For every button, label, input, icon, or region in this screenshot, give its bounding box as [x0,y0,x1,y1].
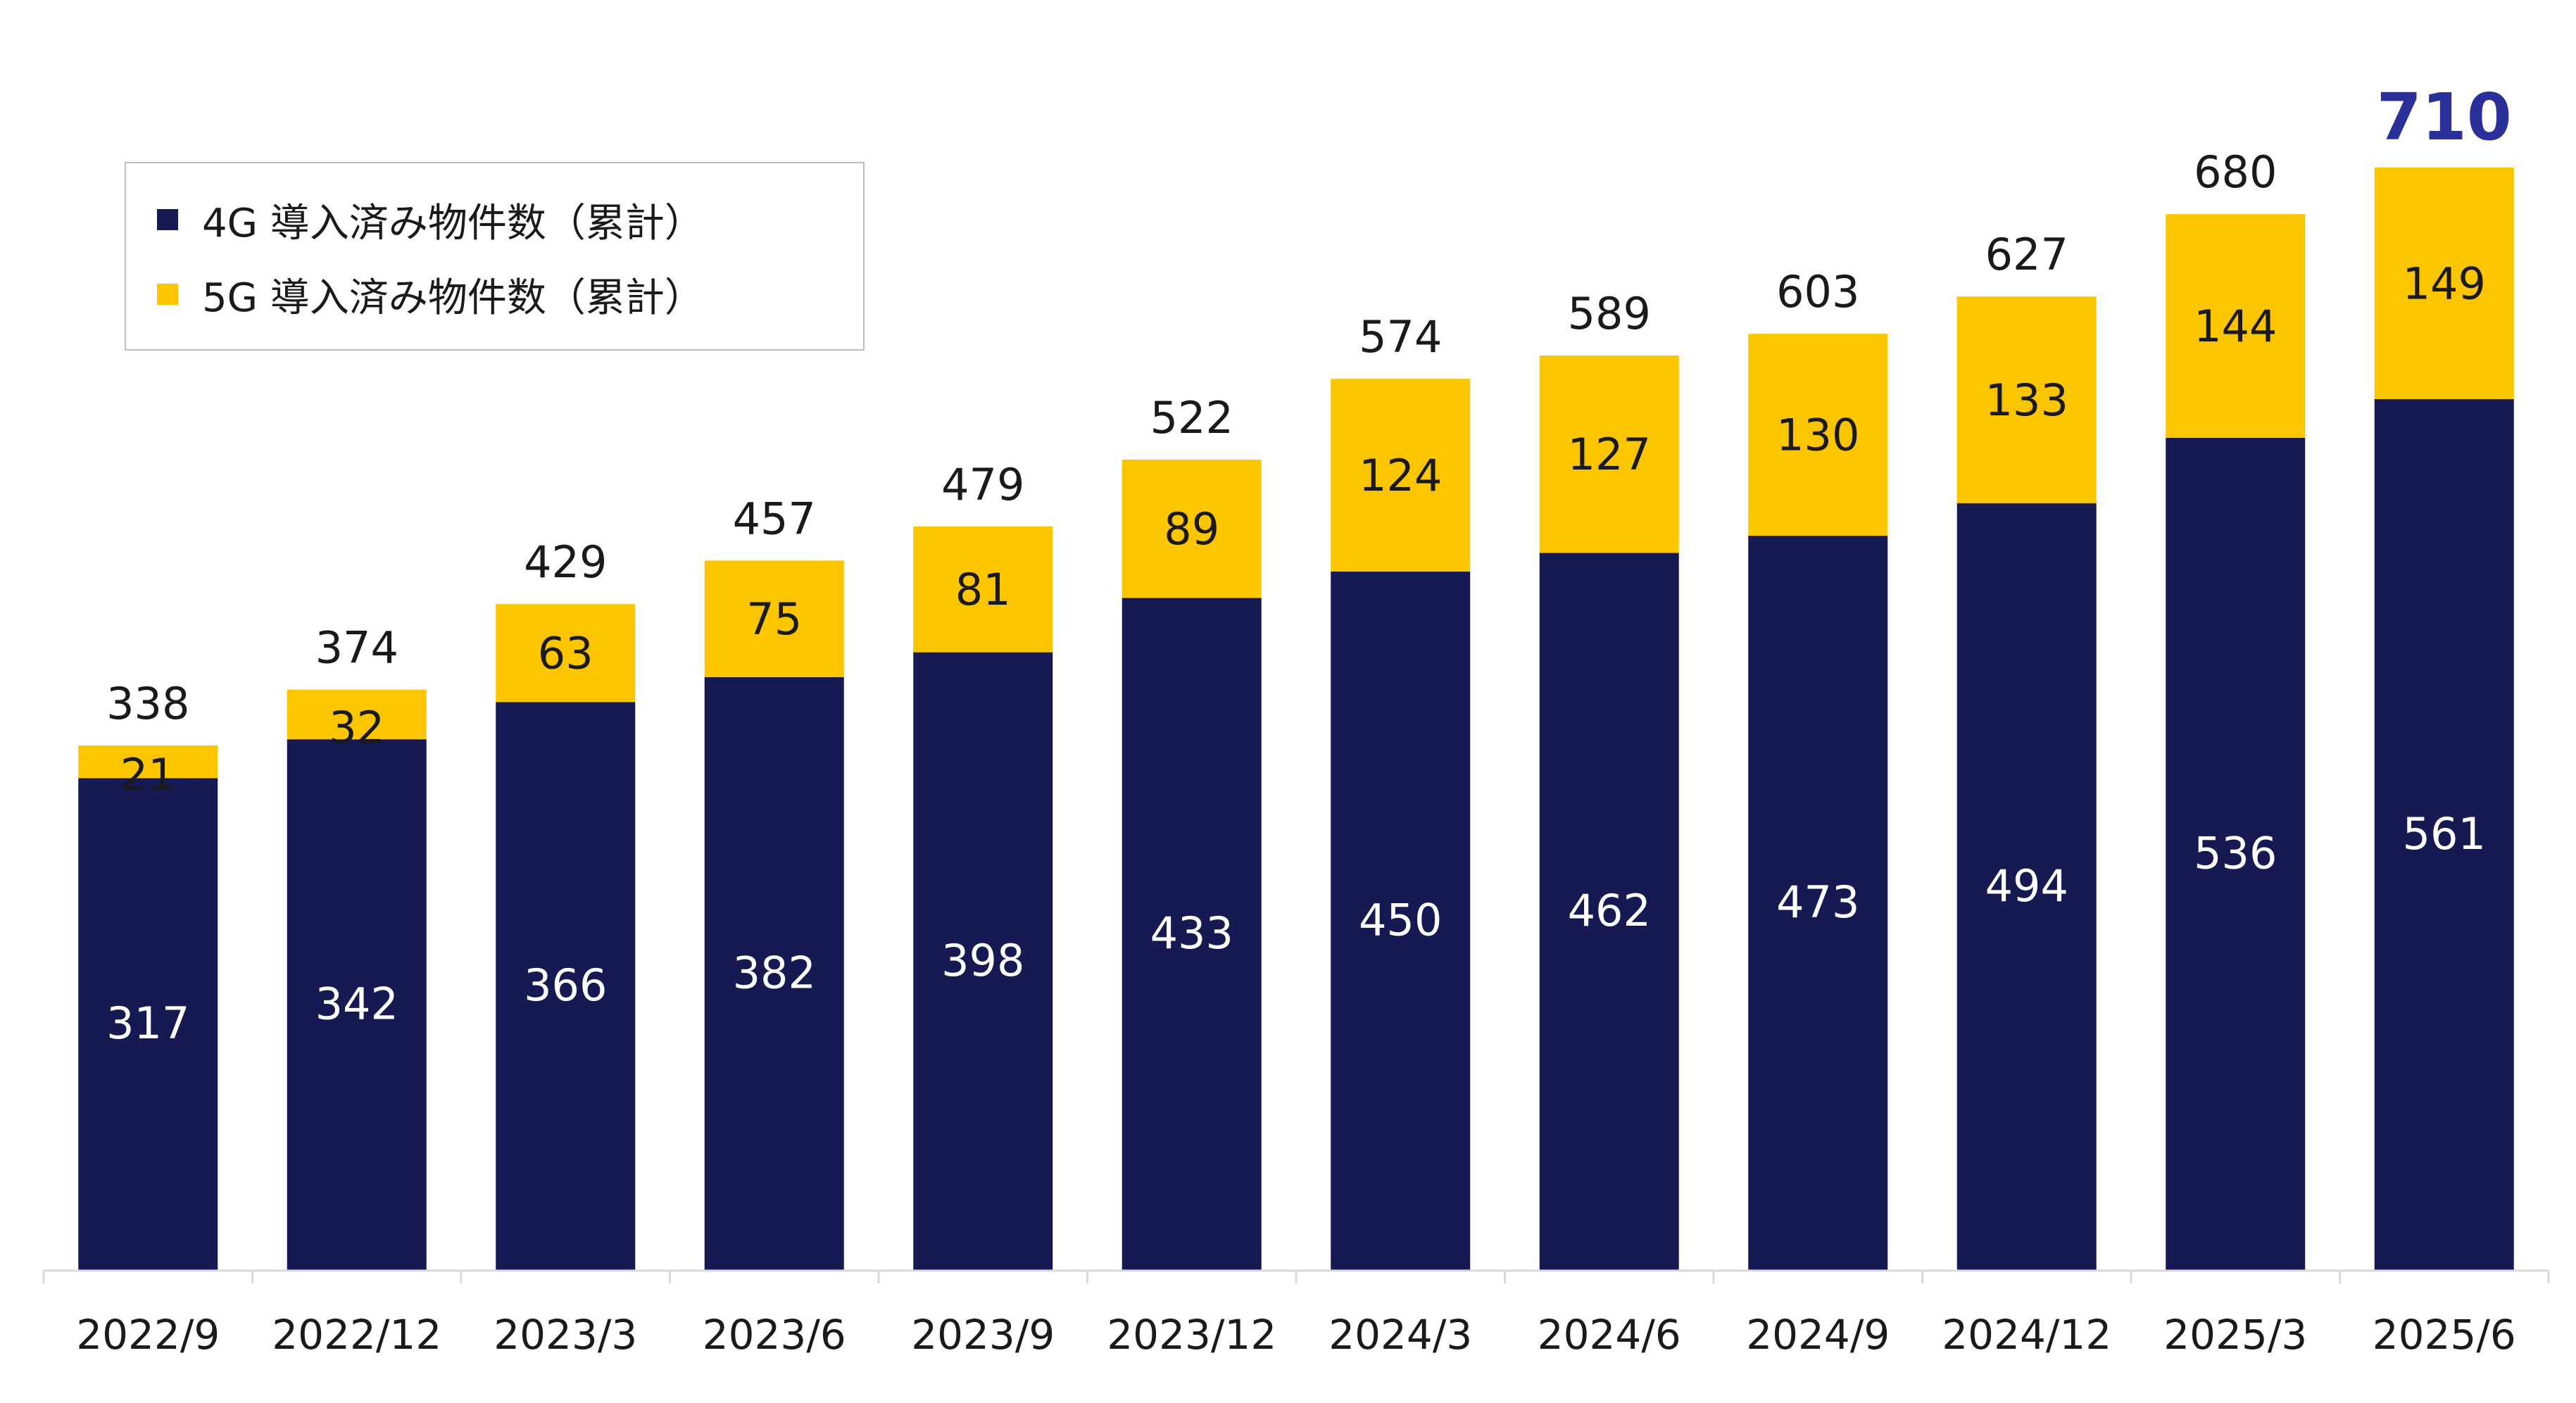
bar-4g [2166,438,2306,1271]
data-label-5g: 63 [538,628,593,679]
x-tick-label: 2023/6 [703,1311,846,1359]
x-tick-label: 2024/6 [1538,1311,1681,1359]
data-label-4g: 450 [1359,894,1442,945]
data-label-5g: 144 [2194,301,2277,352]
x-tick-label: 2023/9 [911,1311,1055,1359]
data-label-total: 680 [2194,146,2277,198]
data-label-total: 603 [1776,266,1859,317]
data-label-4g: 366 [524,960,607,1011]
bar-5g [2166,214,2306,439]
bar-5g [704,560,844,677]
data-label-5g: 75 [746,593,802,645]
bar-4g [1748,536,1888,1271]
x-tick-label: 2022/9 [76,1311,220,1359]
bars-group [78,168,2514,1271]
bar-5g [1331,379,1471,572]
data-label-4g: 536 [2194,828,2277,879]
bar-5g [1539,356,1679,553]
data-label-total: 429 [524,536,607,588]
bar-5g [1121,459,1262,598]
bar-4g [1539,553,1679,1271]
bar-4g [287,739,427,1271]
labels-group: 317 21 338 342 32 374 366 63 429 382 75 457 398 81 479… [106,80,2512,1049]
bar-5g [913,526,1053,653]
legend-swatch-5g [157,284,178,305]
data-label-4g: 317 [106,998,189,1049]
data-label-4g: 473 [1776,876,1859,928]
data-label-total: 457 [733,493,816,544]
data-label-5g: 89 [1164,503,1219,555]
legend-item-5g: 5G 導入済み物件数（累計） [157,266,704,322]
x-tick-label: 2024/12 [1942,1311,2111,1359]
x-tick-label: 2024/9 [1746,1311,1890,1359]
data-label-total: 574 [1359,311,1442,363]
bar-5g [287,689,427,740]
x-tick-label: 2023/3 [494,1311,637,1359]
data-label-5g: 124 [1359,450,1442,501]
data-label-total: 479 [941,459,1024,510]
legend-label-4g: 4G 導入済み物件数（累計） [202,200,704,246]
legend-label-5g: 5G 導入済み物件数（累計） [202,275,704,321]
legend-swatch-4g [157,209,178,230]
bar-4g [704,677,844,1271]
bar-4g [2374,398,2514,1271]
bar-5g [78,745,218,779]
data-label-total: 338 [106,678,189,729]
x-tick-label: 2025/6 [2373,1311,2516,1359]
x-tick-label: 2025/3 [2163,1311,2307,1359]
data-label-4g: 433 [1150,907,1233,959]
data-label-5g: 133 [1985,375,2068,426]
data-label-total: 522 [1150,392,1233,443]
data-label-5g: 127 [1568,429,1651,480]
data-label-total: 710 [2377,80,2512,155]
data-label-4g: 494 [1985,860,2068,912]
data-label-5g: 21 [120,749,176,800]
bar-5g [2374,168,2514,399]
data-label-5g: 130 [1776,410,1859,461]
data-label-5g: 32 [329,702,384,753]
bar-4g [1121,598,1262,1271]
data-label-4g: 462 [1568,885,1651,936]
data-label-5g: 149 [2403,258,2486,309]
bar-5g [1956,296,2097,503]
data-label-total: 374 [315,622,398,674]
x-tick-label: 2022/12 [272,1311,441,1359]
bar-5g [1748,334,1888,536]
bar-4g [913,652,1053,1271]
bar-5g [496,604,636,703]
data-label-total: 589 [1568,288,1651,339]
x-tick-label: 2023/12 [1107,1311,1276,1359]
data-label-4g: 342 [315,979,398,1030]
data-label-4g: 398 [941,935,1024,986]
data-label-5g: 81 [955,564,1011,615]
x-axis: 2022/9 2022/12 2023/3 2023/6 2023/9 2023/12 20… [42,1269,2550,1359]
bar-4g [496,702,636,1271]
data-label-4g: 382 [733,947,816,998]
x-tick-label: 2024/3 [1328,1311,1472,1359]
bar-4g [1956,503,2097,1271]
data-label-total: 627 [1985,229,2068,280]
legend-item-4g: 4G 導入済み物件数（累計） [157,191,704,248]
legend: 4G 導入済み物件数（累計） 5G 導入済み物件数（累計） [125,162,865,351]
bar-4g [1331,571,1471,1271]
bar-4g [78,778,218,1271]
data-label-4g: 561 [2403,808,2486,860]
